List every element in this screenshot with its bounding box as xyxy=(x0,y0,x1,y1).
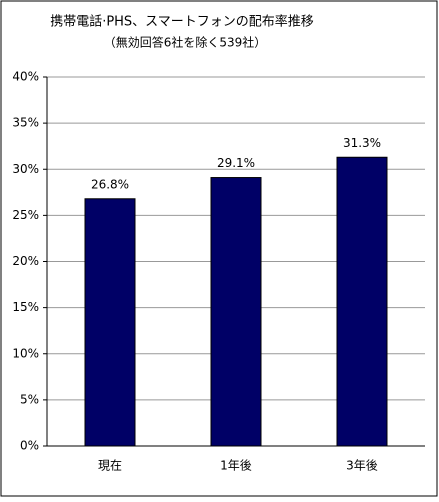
x-tick-label: 現在 xyxy=(98,459,122,473)
bar xyxy=(84,198,136,447)
chart-subtitle: （無効回答6社を除く539社） xyxy=(104,35,267,50)
y-tick-label: 0% xyxy=(20,439,39,453)
value-label: 29.1% xyxy=(217,156,255,170)
y-tick-label: 35% xyxy=(12,116,39,130)
value-label: 26.8% xyxy=(91,177,129,191)
y-tick-label: 5% xyxy=(20,392,39,406)
y-tick-label: 25% xyxy=(12,208,39,222)
y-tick-label: 10% xyxy=(12,346,39,360)
bar xyxy=(336,156,388,447)
y-tick-label: 20% xyxy=(12,254,39,268)
x-tick-label: 3年後 xyxy=(346,459,378,473)
y-tick-label: 40% xyxy=(12,70,39,84)
x-tick-label: 1年後 xyxy=(220,459,252,473)
value-label: 31.3% xyxy=(343,136,381,150)
bar xyxy=(210,177,262,447)
chart-title: 携帯電話·PHS、スマートフォンの配布率推移 xyxy=(50,14,314,30)
y-tick-label: 15% xyxy=(12,300,39,314)
y-tick-label: 30% xyxy=(12,162,39,176)
